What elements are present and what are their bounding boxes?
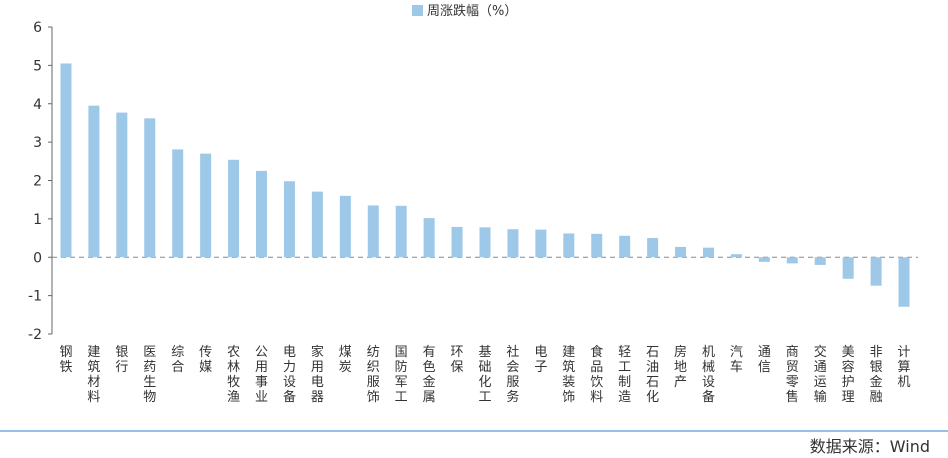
- bar: [758, 257, 770, 262]
- bar: [395, 205, 407, 258]
- category-label: 计算机: [898, 345, 911, 390]
- category-label: 食品饮料: [590, 344, 603, 405]
- category-label: 传媒: [199, 345, 212, 375]
- bar: [116, 112, 128, 258]
- category-label: 纺织服饰: [367, 345, 380, 405]
- bar: [842, 257, 854, 279]
- category-label: 基础化工: [478, 345, 491, 405]
- category-label: 轻工制造: [618, 345, 631, 405]
- bar: [730, 254, 742, 258]
- bar: [367, 205, 379, 258]
- y-tick-label: 3: [33, 135, 42, 151]
- y-tick-label: 6: [33, 20, 42, 36]
- bar: [563, 233, 575, 258]
- bar: [423, 218, 435, 258]
- category-label: 医药生物: [143, 345, 156, 405]
- category-label: 农林牧渔: [227, 345, 240, 405]
- bar: [479, 227, 491, 258]
- bars: [60, 63, 910, 307]
- bar: [339, 195, 351, 258]
- y-tick-label: 2: [33, 174, 42, 190]
- bar: [786, 257, 798, 264]
- category-label: 家用电器: [311, 344, 324, 405]
- source-label: 数据来源：Wind: [810, 437, 930, 456]
- y-tick-label: 4: [33, 97, 42, 113]
- category-label: 美容护理: [842, 345, 855, 405]
- category-label: 煤炭: [339, 345, 352, 375]
- category-label: 银行: [115, 345, 128, 375]
- bar: [88, 105, 100, 258]
- category-label: 社会服务: [506, 344, 519, 405]
- y-tick-label: 0: [33, 250, 42, 266]
- bar: [311, 191, 323, 258]
- category-label: 建筑材料: [87, 345, 100, 405]
- bar: [619, 235, 631, 258]
- category-label: 房地产: [674, 344, 687, 390]
- category-label: 公用事业: [255, 345, 268, 405]
- bar: [870, 257, 882, 286]
- category-label: 综合: [171, 345, 184, 375]
- bar: [451, 226, 463, 258]
- bar: [535, 229, 547, 258]
- legend-label: 周涨跌幅（%）: [427, 3, 517, 19]
- bar: [898, 257, 910, 307]
- category-label: 国防军工: [395, 345, 408, 405]
- bar: [647, 238, 659, 258]
- bar: [814, 257, 826, 265]
- bar: [144, 118, 156, 258]
- category-label: 建筑装饰: [562, 345, 575, 405]
- category-label: 机械设备: [702, 345, 715, 405]
- category-label: 钢铁: [59, 345, 72, 375]
- category-label: 电力设备: [283, 345, 296, 405]
- bar: [60, 63, 72, 258]
- category-label: 石油石化: [646, 345, 659, 405]
- category-label: 通信: [758, 345, 771, 375]
- bar: [591, 233, 603, 258]
- category-label: 商贸零售: [786, 345, 799, 405]
- bar: [228, 159, 240, 258]
- bar: [283, 181, 295, 258]
- y-tick-label: 1: [33, 212, 42, 228]
- bar: [172, 149, 184, 258]
- y-tick-label: -1: [28, 289, 42, 305]
- bar: [507, 229, 519, 258]
- category-label: 电子: [534, 345, 547, 375]
- bar: [702, 247, 714, 258]
- category-label: 环保: [451, 345, 464, 375]
- legend-swatch: [412, 5, 423, 16]
- legend: 周涨跌幅（%）: [412, 3, 517, 19]
- bar: [200, 153, 212, 258]
- y-tick-label: -2: [28, 327, 42, 343]
- category-label: 有色金属: [423, 345, 436, 405]
- bar: [675, 246, 687, 258]
- category-label: 交通运输: [814, 344, 827, 405]
- category-label: 非银金融: [870, 345, 883, 405]
- y-tick-label: 5: [33, 58, 42, 74]
- bar: [256, 170, 268, 258]
- axes: -2 -1 0 1 2 3 4 5 6: [28, 20, 918, 343]
- category-label: 汽车: [730, 345, 743, 375]
